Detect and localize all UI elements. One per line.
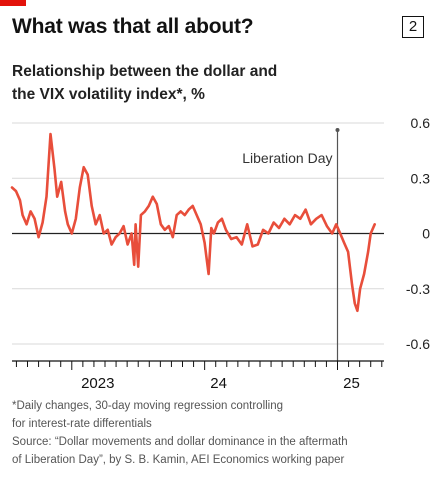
series-line — [10, 132, 376, 313]
liberation-day-label: Liberation Day — [242, 150, 332, 166]
chart-title: What was that all about? — [12, 15, 254, 38]
chart-number-badge: 2 — [402, 16, 424, 38]
source-line-1: Source: “Dollar movements and dollar dom… — [12, 436, 348, 448]
subtitle-line-1: Relationship between the dollar and — [12, 63, 278, 80]
y-tick-label: 0 — [422, 226, 430, 242]
line-chart: 0.6 0.3 0 -0.3 -0.6 Liberation Day 2023 24 25 — [10, 115, 431, 392]
footnote: *Daily changes, 30-day moving regression… — [12, 397, 432, 469]
x-tick-label: 24 — [210, 375, 227, 392]
y-tick-label: 0.6 — [411, 115, 431, 131]
x-tick-label: 25 — [343, 375, 360, 392]
footnote-line-2: for interest-rate differentials — [12, 418, 152, 430]
chart-subtitle: Relationship between the dollar and the … — [12, 60, 342, 106]
y-tick-label: -0.6 — [406, 336, 430, 352]
subtitle-line-2: the VIX volatility index*, % — [12, 86, 205, 103]
y-tick-label: -0.3 — [406, 281, 430, 297]
source-line-2: of Liberation Day”, by S. B. Kamin, AEI … — [12, 454, 345, 466]
brand-tag — [0, 0, 26, 6]
y-tick-label: 0.3 — [411, 170, 431, 186]
footnote-line-1: *Daily changes, 30-day moving regression… — [12, 400, 284, 412]
liberation-day-marker — [335, 128, 340, 132]
x-tick-label: 2023 — [81, 375, 114, 392]
